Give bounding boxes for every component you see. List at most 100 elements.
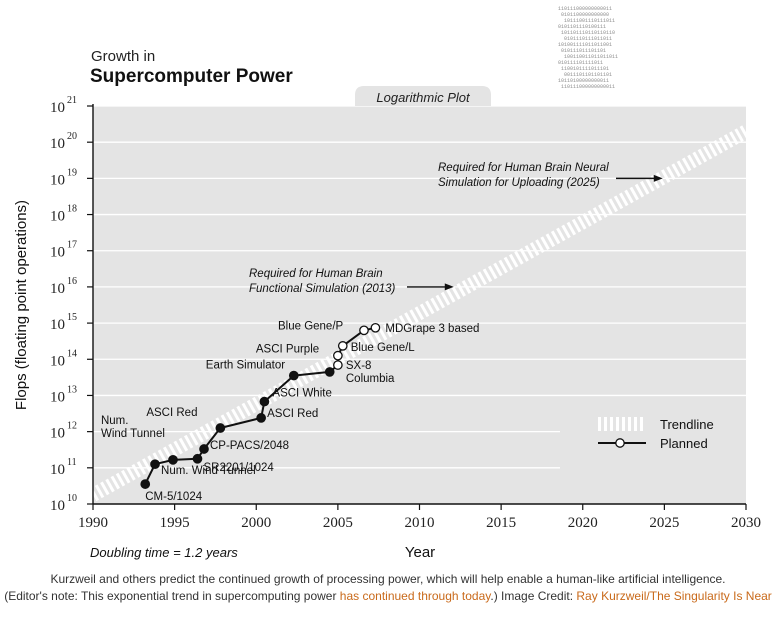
- y-tick-base: 10: [50, 281, 65, 297]
- data-label: MDGrape 3 based: [385, 323, 479, 335]
- data-label: SX-8: [346, 360, 372, 372]
- y-tick-exponent: 19: [67, 167, 77, 178]
- y-tick-exponent: 10: [67, 493, 77, 504]
- y-tick-label: 10 20: [50, 131, 77, 152]
- data-point-filled: [324, 367, 335, 377]
- y-tick-base: 10: [50, 462, 65, 478]
- annotation-text: Functional Simulation (2013): [249, 283, 396, 295]
- binary-row: 110111000000000011: [558, 6, 612, 12]
- trendline-band: [89, 125, 750, 502]
- data-point-open: [333, 350, 343, 361]
- data-point-filled: [199, 444, 209, 454]
- data-point-filled: [140, 479, 151, 489]
- x-tick-label: 2025: [649, 515, 679, 531]
- caption-link-continued[interactable]: has continued through today: [339, 589, 491, 603]
- y-tick-base: 10: [50, 100, 65, 116]
- y-tick-base: 10: [50, 353, 65, 369]
- data-point-filled: [288, 370, 299, 381]
- data-label: ASCI White: [272, 388, 331, 400]
- y-tick-exponent: 17: [67, 240, 77, 251]
- data-label: Earth Simulator: [206, 360, 285, 372]
- data-label: SR2201/1024: [203, 462, 274, 474]
- data-point-filled: [256, 413, 266, 423]
- data-point-filled: [150, 459, 160, 470]
- y-tick-label: 10 16: [50, 276, 77, 297]
- data-label: Columbia: [346, 373, 395, 385]
- y-tick-base: 10: [50, 136, 65, 152]
- y-tick-label: 10 15: [50, 312, 77, 333]
- x-axis-label: Year: [405, 544, 435, 561]
- data-label: Num.: [101, 415, 128, 427]
- data-point-open: [337, 341, 348, 351]
- binary-row: 101101110110110110: [561, 30, 615, 36]
- data-label: Wind Tunnel: [101, 428, 165, 440]
- x-tick-label: 2015: [486, 515, 516, 531]
- y-tick-exponent: 18: [67, 204, 77, 215]
- binary-row: 1100101111011101: [561, 66, 609, 72]
- data-point-filled: [215, 423, 226, 433]
- y-tick-base: 10: [50, 389, 65, 405]
- x-axis-ticks: 1990 1995 2000 2005 2010 2015 2020 2025 2030: [78, 504, 761, 531]
- data-label: CM-5/1024: [145, 491, 202, 503]
- binary-row: 10111001110111011: [564, 18, 615, 24]
- legend: Trendline Planned: [598, 417, 714, 451]
- binary-row: 0101100000000000: [561, 12, 609, 18]
- caption-link-credit[interactable]: Ray Kurzweil/The Singularity Is Near: [576, 589, 772, 603]
- y-tick-label: 10 14: [50, 348, 77, 369]
- y-tick-base: 10: [50, 172, 65, 188]
- y-tick-base: 10: [50, 426, 65, 442]
- y-tick-exponent: 12: [67, 421, 77, 432]
- binary-row: 110111000000000011: [561, 84, 615, 90]
- trendline: [89, 125, 750, 502]
- binary-row: 0011101101101101: [564, 72, 612, 78]
- data-point-open: [359, 325, 369, 336]
- requirement-annotations: Required for Human Brain Functional Simul…: [249, 162, 663, 295]
- y-tick-exponent: 16: [67, 276, 77, 287]
- data-label: ASCI Purple: [256, 344, 319, 356]
- binary-row: 10110100000000011: [558, 78, 609, 84]
- y-tick-base: 10: [50, 317, 65, 333]
- y-tick-label: 10 10: [50, 493, 77, 514]
- data-label: ASCI Red: [267, 408, 318, 420]
- y-tick-label: 10 18: [50, 204, 77, 225]
- binary-row: 010111101111011: [558, 60, 603, 66]
- data-point-filled: [192, 453, 203, 464]
- data-label: CP-PACS/2048: [210, 440, 289, 452]
- y-tick-base: 10: [50, 245, 65, 261]
- caption-text-2: (Editor's note: This exponential trend i…: [4, 589, 340, 603]
- data-label: Blue Gene/P: [278, 320, 344, 332]
- data-label: ASCI Red: [146, 407, 197, 419]
- y-tick-label: 10 13: [50, 384, 77, 405]
- x-tick-label: 2030: [731, 515, 761, 531]
- plot-label-tab-shape: [355, 86, 491, 106]
- data-point-open: [333, 360, 343, 370]
- y-tick-exponent: 13: [67, 384, 77, 395]
- y-tick-exponent: 20: [67, 131, 77, 142]
- data-point-filled: [259, 396, 270, 407]
- y-tick-exponent: 14: [67, 348, 77, 359]
- y-tick-label: 10 21: [50, 95, 77, 116]
- doubling-time-note: Doubling time = 1.2 years: [90, 545, 238, 560]
- image-caption: Kurzweil and others predict the continue…: [0, 571, 776, 605]
- y-tick-base: 10: [50, 498, 65, 514]
- binary-decoration: 1101110000000000110101100000000000101110…: [558, 6, 618, 90]
- binary-row: 101001111011011001: [558, 42, 612, 48]
- y-tick-exponent: 15: [67, 312, 77, 323]
- y-tick-exponent: 11: [67, 457, 77, 468]
- data-point-filled: [168, 455, 178, 465]
- annotation-arrow-head: [444, 283, 454, 291]
- plot-label-tab: Logarithmic Plot: [355, 86, 491, 106]
- binary-row: 010111011101101: [561, 48, 606, 54]
- y-tick-label: 10 12: [50, 421, 77, 442]
- chart-title-line1: Growth in: [91, 48, 155, 65]
- binary-row: 0101110111011011: [564, 36, 612, 42]
- annotation-text: Required for Human Brain: [249, 268, 383, 280]
- x-tick-label: 2000: [241, 515, 271, 531]
- x-tick-label: 2010: [405, 515, 435, 531]
- x-tick-label: 2005: [323, 515, 353, 531]
- caption-text-1: Kurzweil and others predict the continue…: [50, 572, 726, 586]
- annotation-text: Simulation for Uploading (2025): [438, 177, 600, 189]
- x-tick-label: 2020: [568, 515, 598, 531]
- binary-row: 100110011011011011: [564, 54, 618, 60]
